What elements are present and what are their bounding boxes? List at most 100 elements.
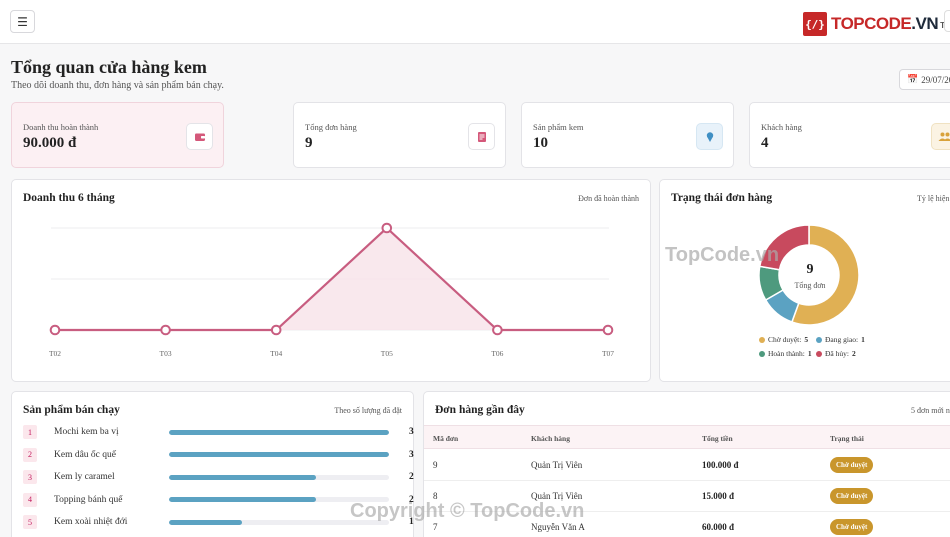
legend-dot [759,350,765,357]
product-qty: 3 [409,449,414,460]
order-id: 7 [433,522,438,532]
stat-value: 90.000 đ [23,135,77,151]
column-header-customer: Khách hàng [531,434,570,443]
rank-badge: 1 [23,425,37,439]
panel-note: Đơn đã hoàn thành [578,194,639,203]
revenue-line [55,226,608,332]
panel-note: Tỷ lệ hiện [917,194,950,203]
rank-badge: 5 [23,515,37,529]
data-point [270,324,282,336]
top-navbar: ☰ {/} TOPCODE.VN Tiền [0,0,950,44]
panel-note: 5 đơn mới nh [911,406,950,415]
x-tick-label: T05 [381,349,393,358]
progress-track [169,474,389,480]
list-item: 3 Kem ly caramel 2 [23,469,416,485]
user-menu-button[interactable] [944,10,950,32]
progress-fill [169,429,389,435]
order-customer: Quản Trị Viên [531,491,583,501]
stat-label: Sản phẩm kem [533,122,584,132]
product-qty: 3 [409,427,414,437]
panel-title: Doanh thu 6 tháng [23,192,115,204]
donut-total-label: Tổng đơn [794,281,826,290]
list-item: 4 Topping bánh quế 2 [23,492,416,508]
panel-title: Trạng thái đơn hàng [671,192,773,204]
date-value: 29/07/20 [921,74,950,85]
users-icon [931,123,950,150]
donut-total: 9 [806,262,814,277]
product-qty: 1 [409,517,414,527]
order-total: 15.000 đ [702,491,735,501]
donut-slice [758,224,810,271]
date-picker[interactable]: 📅 29/07/20 [899,69,950,90]
table-row[interactable]: 8 Quản Trị Viên 15.000 đ Chờ duyệt [424,481,950,512]
rank-badge: 4 [23,492,37,507]
x-tick-label: T04 [270,349,282,358]
stat-value: 10 [533,135,548,151]
order-customer: Nguyễn Văn A [531,522,585,532]
status-badge: Chờ duyệt [830,488,874,504]
panel-title: Sản phẩm bán chạy [23,404,120,416]
x-tick-label: T03 [160,349,172,358]
progress-fill [169,474,316,480]
order-id: 8 [433,491,438,501]
product-name: Topping bánh quế [54,494,123,505]
rank-badge: 3 [23,470,37,484]
wallet-icon [186,123,213,150]
stat-label: Doanh thu hoàn thành [23,122,99,132]
logo-text: TOPCODE.VN [831,14,939,33]
progress-fill [169,519,243,525]
legend-dot [759,336,765,343]
stat-value: 4 [761,135,769,151]
orders-table-header: Mã đơn Khách hàng Tổng tiền Trạng thái [424,425,950,449]
x-tick-label: T07 [602,349,614,358]
data-point [492,324,503,336]
progress-track [169,452,389,457]
column-header-id: Mã đơn [433,434,459,443]
order-total: 60.000 đ [702,522,735,532]
stat-card-orders: Tổng đơn hàng 9 [293,102,506,168]
page-title: Tổng quan cửa hàng kem [11,57,207,77]
stat-value: 9 [305,135,313,151]
receipt-icon [468,123,495,150]
table-row[interactable]: 9 Quản Trị Viên 100.000 đ Chờ duyệt [424,450,950,481]
x-tick-label: T06 [491,349,503,358]
order-total: 100.000 đ [702,460,739,470]
stat-card-customers: Khách hàng 4 [749,102,950,168]
calendar-icon: 📅 [907,74,919,85]
order-customer: Quản Trị Viên [531,460,583,470]
product-qty: 2 [409,472,414,482]
legend-item-pending: Chờ duyệt: 5 [759,335,808,344]
data-point [602,324,614,336]
progress-fill [169,497,316,502]
list-item: 2 Kem dâu ốc quế 3 [23,447,416,463]
product-qty: 2 [409,494,414,505]
column-header-total: Tổng tiền [702,434,733,443]
progress-fill [169,452,389,457]
product-name: Kem dâu ốc quế [54,449,116,460]
rank-badge: 2 [23,447,37,462]
panel-note: Theo số lượng đã đặt [334,406,402,415]
legend-dot [816,350,822,357]
site-logo[interactable]: {/} TOPCODE.VN Tiền [803,10,950,38]
stat-label: Tổng đơn hàng [305,122,357,132]
order-status-panel: Trạng thái đơn hàng Tỷ lệ hiện 9 Tổng đơ… [659,179,950,382]
menu-toggle-button[interactable]: ☰ [10,10,35,33]
column-header-status: Trạng thái [830,434,864,443]
status-badge: Chờ duyệt [830,457,874,473]
page-subtitle: Theo dõi doanh thu, đơn hàng và sản phẩm… [11,80,224,91]
data-point [160,324,171,336]
list-item: 1 Mochi kem ba vị 3 [23,424,416,440]
code-bracket-icon: {/} [803,12,827,36]
bestsellers-panel: Sản phẩm bán chạy Theo số lượng đã đặt 1… [11,391,414,537]
product-name: Mochi kem ba vị [54,427,119,437]
table-row[interactable]: 7 Nguyễn Văn A 60.000 đ Chờ duyệt [424,512,950,537]
recent-orders-panel: Đơn hàng gần đây 5 đơn mới nh Mã đơn Khá… [423,391,950,537]
data-point [49,324,61,336]
data-point [381,222,393,234]
product-name: Kem xoài nhiệt đới [54,517,128,527]
progress-track [169,519,389,525]
list-item: 5 Kem xoài nhiệt đới 1 [23,514,416,530]
panel-title: Đơn hàng gần đây [435,404,525,416]
revenue-line-chart: T02 T03 T04 T05 T06 T07 [49,222,614,358]
legend-item-completed: Hoàn thành: 1 [759,349,812,358]
